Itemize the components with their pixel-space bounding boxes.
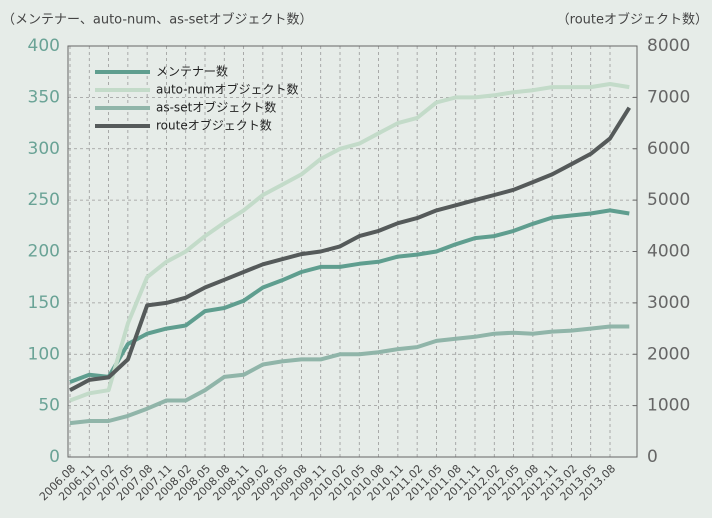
y2-tick-label: 3000 [647, 293, 690, 313]
legend-label: as-setオブジェクト数 [156, 100, 276, 115]
y-tick-label: 0 [49, 447, 60, 467]
legend-label: auto-numオブジェクト数 [156, 82, 298, 97]
y2-tick-label: 1000 [647, 396, 690, 416]
y2-axis-label: （routeオブジェクト数） [557, 12, 708, 28]
y2-tick-label: 0 [647, 447, 658, 467]
y2-tick-label: 7000 [647, 87, 690, 107]
series-line [69, 82, 630, 403]
plot-frame [67, 45, 638, 458]
legend-label: routeオブジェクト数 [156, 118, 272, 133]
y-tick-label: 400 [28, 36, 60, 56]
y-tick-label: 250 [28, 190, 60, 210]
y-tick-label: 50 [38, 396, 60, 416]
y-tick-label: 300 [28, 139, 60, 159]
y2-tick-label: 8000 [647, 36, 690, 56]
y2-tick-label: 5000 [647, 190, 690, 210]
series-line [69, 324, 630, 426]
y-axis-label: （メンテナー、auto-num、as-setオブジェクト数） [2, 12, 313, 28]
y2-tick-label: 6000 [647, 139, 690, 159]
legend-label: メンテナー数 [156, 64, 228, 79]
y-tick-label: 100 [28, 344, 60, 364]
series-line [69, 106, 631, 392]
y-tick-label: 200 [28, 242, 60, 262]
y-tick-label: 350 [28, 87, 60, 107]
y2-tick-label: 2000 [647, 344, 690, 364]
y-tick-label: 150 [28, 293, 60, 313]
y2-tick-label: 4000 [647, 242, 690, 262]
series-line [69, 208, 630, 384]
